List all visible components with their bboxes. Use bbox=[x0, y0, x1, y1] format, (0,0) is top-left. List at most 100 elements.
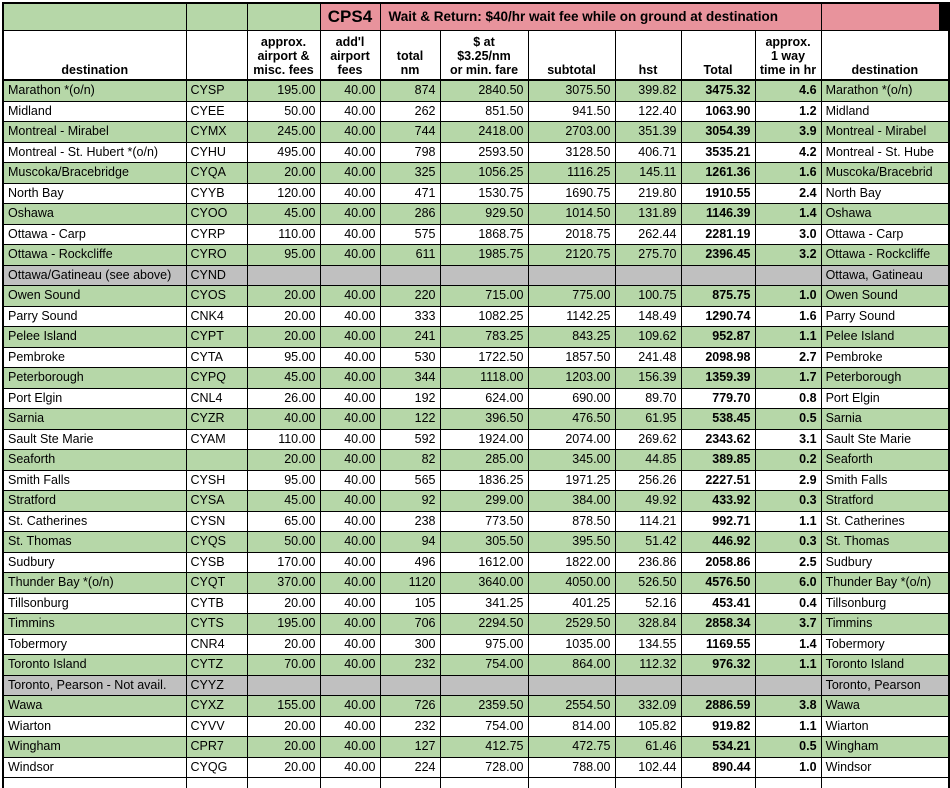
clipped-cell bbox=[820, 777, 950, 788]
cell-destination: Port Elgin bbox=[2, 387, 187, 409]
cell-total-nm: 611 bbox=[379, 244, 441, 266]
cell-airport-fees: 50.00 bbox=[246, 100, 321, 122]
col-header-fare: $ at $3.25/nm or min. fare bbox=[439, 29, 529, 81]
cell-airport-fees: 95.00 bbox=[246, 346, 321, 368]
cell-subtotal: 814.00 bbox=[527, 715, 616, 737]
cell-subtotal: 395.50 bbox=[527, 531, 616, 553]
cell-airport-code: CYVV bbox=[185, 715, 248, 737]
table-row: St. Thomas CYQS 50.00 40.00 94 305.50 395.50 51… bbox=[2, 531, 950, 553]
cell-destination-right: North Bay bbox=[820, 182, 950, 204]
cell-total-nm: 575 bbox=[379, 223, 441, 245]
cell-total-nm: 325 bbox=[379, 162, 441, 184]
cell-subtotal: 788.00 bbox=[527, 756, 616, 778]
cell-time bbox=[754, 264, 822, 286]
cell-time: 0.8 bbox=[754, 387, 822, 409]
cell-time: 0.5 bbox=[754, 408, 822, 430]
table-row: Tobermory CNR4 20.00 40.00 300 975.00 1035.00 1… bbox=[2, 633, 950, 655]
cell-subtotal: 345.00 bbox=[527, 449, 616, 471]
cell-subtotal: 1857.50 bbox=[527, 346, 616, 368]
cell-addl-airport-fees: 40.00 bbox=[319, 449, 381, 471]
cell-airport-code: CNL4 bbox=[185, 387, 248, 409]
cell-fare: 3640.00 bbox=[439, 572, 529, 594]
cell-addl-airport-fees bbox=[319, 264, 381, 286]
cell-destination: Parry Sound bbox=[2, 305, 187, 327]
cell-fare: 299.00 bbox=[439, 490, 529, 512]
table-row: Pembroke CYTA 95.00 40.00 530 1722.50 1857.50 2… bbox=[2, 346, 950, 368]
table-row: Smith Falls CYSH 95.00 40.00 565 1836.25 1971.… bbox=[2, 469, 950, 491]
cell-time: 1.1 bbox=[754, 510, 822, 532]
cell-total-nm: 122 bbox=[379, 408, 441, 430]
cell-subtotal: 3128.50 bbox=[527, 141, 616, 163]
cell-fare: 929.50 bbox=[439, 203, 529, 225]
cell-total: 1359.39 bbox=[680, 367, 756, 389]
cell-airport-fees: 20.00 bbox=[246, 305, 321, 327]
cell-addl-airport-fees: 40.00 bbox=[319, 695, 381, 717]
cell-airport-code: CYYZ bbox=[185, 674, 248, 696]
cell-subtotal: 864.00 bbox=[527, 654, 616, 676]
cell-airport-code: CYHU bbox=[185, 141, 248, 163]
cell-addl-airport-fees: 40.00 bbox=[319, 162, 381, 184]
cell-total-nm: 344 bbox=[379, 367, 441, 389]
cell-airport-fees: 370.00 bbox=[246, 572, 321, 594]
cell-fare: 754.00 bbox=[439, 715, 529, 737]
cell-addl-airport-fees: 40.00 bbox=[319, 510, 381, 532]
banner-wait-return-text: Wait & Return: $40/hr wait fee while on … bbox=[379, 2, 822, 31]
cell-airport-fees: 20.00 bbox=[246, 592, 321, 614]
cell-destination-right: Tobermory bbox=[820, 633, 950, 655]
cell-addl-airport-fees: 40.00 bbox=[319, 633, 381, 655]
cell-subtotal: 1142.25 bbox=[527, 305, 616, 327]
cell-addl-airport-fees: 40.00 bbox=[319, 736, 381, 758]
cell-total-nm: 1120 bbox=[379, 572, 441, 594]
cell-time: 6.0 bbox=[754, 572, 822, 594]
cell-total: 453.41 bbox=[680, 592, 756, 614]
cell-fare: 396.50 bbox=[439, 408, 529, 430]
cell-destination: Muscoka/Bracebridge bbox=[2, 162, 187, 184]
cell-destination-right: Wawa bbox=[820, 695, 950, 717]
cell-total: 875.75 bbox=[680, 285, 756, 307]
cell-subtotal: 2074.00 bbox=[527, 428, 616, 450]
table-row: Ottawa - Rockcliffe CYRO 95.00 40.00 611 1985… bbox=[2, 244, 950, 266]
cell-airport-code: CYSA bbox=[185, 490, 248, 512]
cell-fare: 2359.50 bbox=[439, 695, 529, 717]
cell-total: 919.82 bbox=[680, 715, 756, 737]
cell-subtotal: 941.50 bbox=[527, 100, 616, 122]
cell-destination-right: Oshawa bbox=[820, 203, 950, 225]
cell-airport-code: CYOO bbox=[185, 203, 248, 225]
cell-time: 1.7 bbox=[754, 367, 822, 389]
cell-subtotal: 775.00 bbox=[527, 285, 616, 307]
cell-destination: Smith Falls bbox=[2, 469, 187, 491]
cell-destination: Montreal - St. Hubert *(o/n) bbox=[2, 141, 187, 163]
cell-subtotal: 878.50 bbox=[527, 510, 616, 532]
clipped-cell bbox=[246, 777, 321, 788]
cell-destination: St. Catherines bbox=[2, 510, 187, 532]
cell-destination: Pelee Island bbox=[2, 326, 187, 348]
cell-hst: 51.42 bbox=[614, 531, 682, 553]
cell-time: 4.2 bbox=[754, 141, 822, 163]
cell-time: 3.1 bbox=[754, 428, 822, 450]
cell-total-nm: 874 bbox=[379, 79, 441, 102]
cell-total-nm: 241 bbox=[379, 326, 441, 348]
col-header-subtotal: subtotal bbox=[527, 29, 616, 81]
cell-destination-right: Sault Ste Marie bbox=[820, 428, 950, 450]
cell-subtotal: 1203.00 bbox=[527, 367, 616, 389]
cell-subtotal: 2120.75 bbox=[527, 244, 616, 266]
cell-time: 0.4 bbox=[754, 592, 822, 614]
cell-destination: Stratford bbox=[2, 490, 187, 512]
cell-hst bbox=[614, 674, 682, 696]
cell-airport-code: CYQS bbox=[185, 531, 248, 553]
table-row: Ottawa - Carp CYRP 110.00 40.00 575 1868.75 20… bbox=[2, 223, 950, 245]
table-row: Toronto, Pearson - Not avail. CYYZ Toronto… bbox=[2, 674, 950, 696]
cell-addl-airport-fees: 40.00 bbox=[319, 285, 381, 307]
cell-fare: 2294.50 bbox=[439, 613, 529, 635]
table-row: Wiarton CYVV 20.00 40.00 232 754.00 814.00 105.… bbox=[2, 715, 950, 737]
cell-hst: 114.21 bbox=[614, 510, 682, 532]
cell-time: 1.0 bbox=[754, 756, 822, 778]
cell-total-nm: 238 bbox=[379, 510, 441, 532]
cell-destination-right: Windsor bbox=[820, 756, 950, 778]
cell-addl-airport-fees: 40.00 bbox=[319, 223, 381, 245]
cell-subtotal: 1822.00 bbox=[527, 551, 616, 573]
cell-destination-right: St. Catherines bbox=[820, 510, 950, 532]
cell-hst: 49.92 bbox=[614, 490, 682, 512]
cell-destination-right: Wiarton bbox=[820, 715, 950, 737]
cell-subtotal: 2018.75 bbox=[527, 223, 616, 245]
